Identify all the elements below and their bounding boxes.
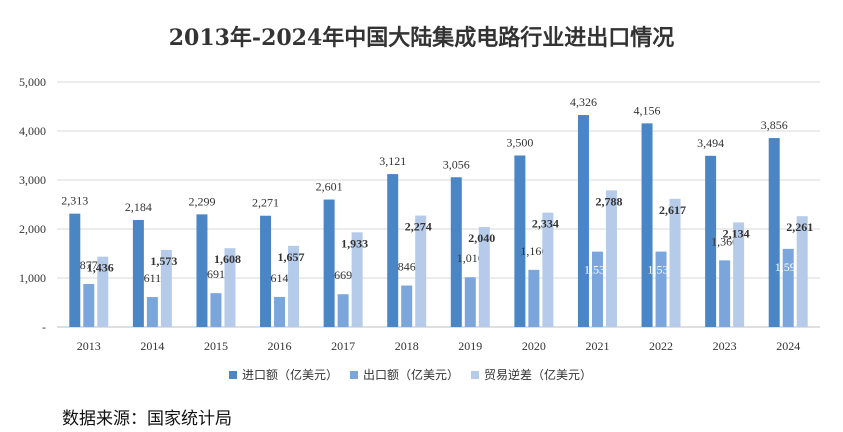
data-label: 1,539 bbox=[648, 263, 675, 277]
bar-1-2016 bbox=[274, 296, 286, 327]
legend-swatch-0 bbox=[229, 371, 237, 379]
data-label: 1,436 bbox=[87, 261, 114, 275]
data-label: 2,788 bbox=[595, 194, 622, 208]
data-label: 691 bbox=[207, 267, 225, 281]
x-tick-label: 2014 bbox=[140, 339, 164, 353]
x-tick-label: 2013 bbox=[77, 339, 101, 353]
bar-0-2016 bbox=[260, 215, 272, 327]
data-label: 2,601 bbox=[316, 180, 343, 194]
bar-2-2018 bbox=[415, 215, 427, 327]
data-label: 2,134 bbox=[723, 226, 750, 240]
data-label: 3,121 bbox=[379, 154, 406, 168]
data-label: 1,360 bbox=[711, 234, 738, 248]
source-note: 数据来源：国家统计局 bbox=[62, 409, 232, 429]
data-label: 1,016 bbox=[457, 251, 484, 265]
legend-label-1: 出口额（亿美元） bbox=[363, 367, 459, 382]
x-tick-label: 2016 bbox=[268, 339, 292, 353]
data-label: 3,056 bbox=[443, 157, 470, 171]
x-tick-label: 2015 bbox=[204, 339, 228, 353]
data-label: 2,040 bbox=[468, 231, 495, 245]
data-label: 3,856 bbox=[761, 118, 788, 132]
data-label: 877 bbox=[80, 258, 98, 272]
data-label: 614 bbox=[271, 271, 289, 285]
data-label: 3,494 bbox=[697, 136, 724, 150]
data-label: 4,156 bbox=[634, 103, 661, 117]
data-label: 2,299 bbox=[188, 194, 215, 208]
bar-2-2014 bbox=[160, 249, 172, 327]
data-label: 1,933 bbox=[341, 236, 368, 250]
x-tick-label: 2023 bbox=[713, 339, 737, 353]
x-tick-label: 2019 bbox=[458, 339, 482, 353]
bar-2-2015 bbox=[224, 248, 236, 327]
bar-0-2019 bbox=[450, 177, 462, 327]
chart-title: 2013年-2024年中国大陆集成电路行业进出口情况 bbox=[168, 25, 675, 51]
bar-2-2024 bbox=[796, 216, 808, 327]
x-tick-label: 2018 bbox=[395, 339, 419, 353]
x-tick-label: 2024 bbox=[776, 339, 800, 353]
data-label: 2,271 bbox=[252, 196, 279, 210]
bar-1-2022 bbox=[655, 251, 667, 327]
data-label: 3,500 bbox=[506, 136, 533, 150]
bar-1-2020 bbox=[528, 269, 540, 327]
data-label: 669 bbox=[334, 268, 352, 282]
x-tick-label: 2022 bbox=[649, 339, 673, 353]
bar-2-2013 bbox=[97, 256, 109, 327]
bar-0-2017 bbox=[323, 199, 335, 327]
x-tick-label: 2020 bbox=[522, 339, 546, 353]
x-tick-label: 2017 bbox=[331, 339, 355, 353]
bar-2-2022 bbox=[669, 198, 681, 327]
y-tick-label: 2,000 bbox=[19, 222, 46, 236]
bar-2-2020 bbox=[542, 212, 554, 327]
data-label: 1,538 bbox=[584, 263, 611, 277]
bar-0-2021 bbox=[577, 115, 589, 327]
legend-swatch-1 bbox=[350, 371, 358, 379]
data-label: 1,657 bbox=[278, 250, 305, 264]
legend-swatch-2 bbox=[471, 371, 479, 379]
y-tick-label: - bbox=[42, 320, 46, 334]
bar-1-2024 bbox=[782, 248, 794, 327]
bar-2-2019 bbox=[478, 227, 490, 327]
legend-label-2: 贸易逆差（亿美元） bbox=[484, 367, 592, 382]
bar-0-2023 bbox=[705, 155, 717, 327]
bar-1-2015 bbox=[210, 293, 222, 327]
y-tick-label: 5,000 bbox=[19, 75, 46, 89]
bar-2-2016 bbox=[288, 245, 300, 327]
data-label: 611 bbox=[144, 271, 162, 285]
bar-1-2019 bbox=[464, 277, 476, 327]
data-label: 2,261 bbox=[786, 220, 813, 234]
bar-2-2017 bbox=[351, 232, 363, 327]
data-label: 4,326 bbox=[570, 95, 597, 109]
bar-0-2018 bbox=[387, 174, 399, 327]
y-tick-label: 4,000 bbox=[19, 124, 46, 138]
data-label: 1,595 bbox=[775, 260, 802, 274]
bar-0-2014 bbox=[132, 219, 144, 327]
bar-1-2023 bbox=[719, 260, 731, 327]
data-label: 2,334 bbox=[532, 217, 559, 231]
bar-0-2024 bbox=[768, 138, 780, 327]
bar-1-2021 bbox=[591, 251, 603, 327]
bar-2-2021 bbox=[605, 190, 617, 327]
y-tick-label: 1,000 bbox=[19, 271, 46, 285]
data-label: 846 bbox=[398, 260, 416, 274]
data-label: 1,608 bbox=[214, 252, 241, 266]
data-label: 2,313 bbox=[61, 194, 88, 208]
data-label: 2,617 bbox=[659, 203, 686, 217]
bar-1-2013 bbox=[83, 284, 95, 327]
bar-0-2020 bbox=[514, 155, 526, 327]
bar-1-2018 bbox=[401, 285, 413, 327]
bar-0-2022 bbox=[641, 123, 653, 327]
data-label: 2,274 bbox=[405, 220, 432, 234]
bar-0-2015 bbox=[196, 214, 208, 327]
data-label: 1,573 bbox=[150, 254, 177, 268]
legend-label-0: 进口额（亿美元） bbox=[242, 367, 338, 382]
y-tick-label: 3,000 bbox=[19, 173, 46, 187]
bar-0-2013 bbox=[69, 213, 81, 327]
bar-1-2017 bbox=[337, 294, 349, 327]
data-label: 1,166 bbox=[520, 244, 547, 258]
x-tick-label: 2021 bbox=[585, 339, 609, 353]
bar-2-2023 bbox=[733, 222, 745, 327]
data-label: 2,184 bbox=[125, 200, 152, 214]
bar-1-2014 bbox=[146, 297, 158, 327]
